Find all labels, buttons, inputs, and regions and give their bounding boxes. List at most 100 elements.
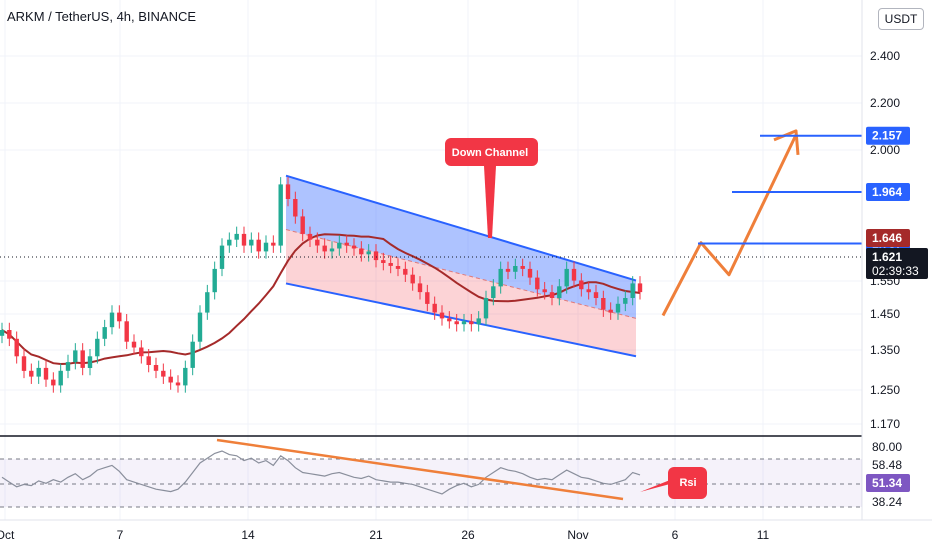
candle-body: [139, 347, 144, 357]
candle-body: [461, 321, 467, 325]
candle-body: [271, 242, 276, 246]
candle-body: [21, 356, 27, 371]
candle-body: [161, 370, 166, 377]
moving-average-line: [1, 233, 641, 366]
candle-body: [73, 350, 78, 363]
ma-price-tag: [866, 229, 910, 247]
time-tick-label: 21: [369, 528, 383, 542]
candle-body: [601, 298, 606, 310]
candle-body: [190, 341, 195, 368]
rsi-tick-label: 38.24: [872, 495, 902, 509]
candle-body: [29, 370, 34, 377]
candle-body: [263, 242, 269, 252]
candle-body: [630, 283, 635, 298]
candle-body: [234, 233, 239, 240]
candle-body: [58, 370, 63, 386]
candle-body: [417, 283, 423, 293]
price-tick-label: 1.250: [870, 383, 900, 397]
candle-body: [564, 268, 569, 287]
price-tick-label: 2.200: [870, 96, 900, 110]
candle-body: [520, 266, 525, 269]
rsi-tick-label: 58.48: [872, 458, 902, 472]
down-channel-callout: [445, 138, 538, 166]
candle-body: [249, 239, 254, 246]
rsi-callout: [668, 467, 707, 499]
candle-body: [124, 321, 129, 342]
rsi-line: [1, 450, 641, 495]
price-tick-label: 2.400: [870, 49, 900, 63]
time-tick-label: 26: [461, 528, 475, 542]
target-price-tag: [866, 182, 910, 201]
candle-body: [557, 286, 562, 298]
candle-body: [388, 263, 393, 266]
candle-body: [425, 292, 430, 304]
candle-body: [109, 312, 115, 328]
candle-body: [505, 268, 511, 272]
candle-body: [146, 356, 151, 365]
candle-body: [241, 233, 247, 246]
channel-lower-line: [285, 282, 637, 358]
candle-body: [571, 268, 577, 281]
currency-selector[interactable]: USDT: [878, 8, 924, 30]
rsi-tick-label: 80.00: [872, 440, 902, 454]
candle-body: [637, 283, 643, 293]
candle-body: [51, 379, 56, 386]
time-tick-label: 11: [757, 528, 770, 542]
candle-body: [80, 350, 85, 368]
candle-body: [278, 184, 283, 246]
candle-body: [381, 260, 386, 263]
candle-body: [102, 327, 107, 339]
last-price-tag: [866, 248, 928, 279]
candle-body: [432, 303, 437, 313]
target-price-label: 1.964: [872, 185, 902, 199]
rsi-value-tag: [866, 474, 910, 492]
candle-body: [65, 362, 71, 371]
candle-body: [608, 309, 613, 313]
target-price-tag: [866, 126, 910, 145]
price-tick-label: 1.450: [870, 307, 900, 321]
candle-body: [322, 245, 327, 252]
candle-body: [212, 268, 217, 293]
candle-body: [219, 245, 225, 269]
candle-body: [131, 341, 137, 348]
candle-body: [498, 268, 503, 287]
candle-body: [87, 356, 93, 368]
candle-body: [476, 318, 481, 325]
candle-body: [300, 216, 305, 234]
candle-body: [549, 292, 555, 298]
candle-body: [359, 248, 364, 255]
chart-title: ARKM / TetherUS, 4h, BINANCE: [7, 9, 197, 24]
ma-price-label: 1.646: [872, 231, 902, 245]
projection-path: [661, 134, 798, 317]
channel-upper-fill: [286, 175, 636, 319]
candle-body: [447, 318, 452, 322]
candle-body: [307, 233, 313, 240]
candle-body: [579, 280, 584, 290]
candle-body: [410, 274, 415, 284]
candle-body: [439, 312, 445, 319]
candle-body: [403, 268, 408, 275]
candle-body: [329, 248, 335, 252]
candle-body: [227, 239, 232, 246]
candle-body: [315, 239, 320, 246]
candle-body: [153, 365, 159, 371]
candle-body: [366, 251, 371, 255]
candle-body: [0, 330, 5, 336]
price-tick-label: 1.170: [870, 417, 900, 431]
candle-body: [337, 242, 342, 249]
channel-upper-line: [285, 174, 637, 282]
candle-body: [535, 277, 540, 290]
time-tick-label: Oct: [0, 528, 15, 542]
candle-body: [395, 266, 401, 269]
rsi-callout-label: Rsi: [679, 477, 696, 489]
candle-body: [373, 251, 379, 261]
candle-body: [36, 367, 41, 377]
candle-body: [513, 266, 518, 272]
target-price-label: 2.157: [872, 129, 902, 143]
candle-body: [168, 376, 173, 383]
down-channel-callout-pointer: [484, 166, 496, 238]
candle-body: [586, 289, 591, 293]
candle-body: [183, 367, 188, 386]
